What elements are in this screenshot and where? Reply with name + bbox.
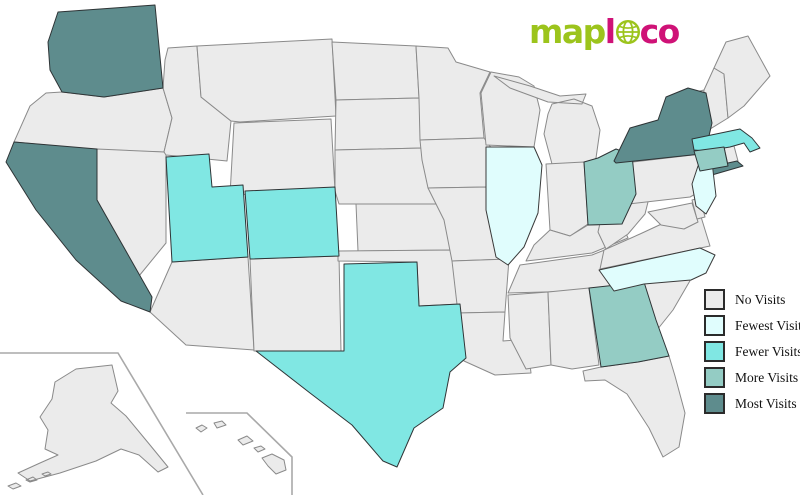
state-utah bbox=[165, 153, 249, 263]
legend-item-more-visits: More Visits bbox=[704, 367, 800, 388]
globe-icon bbox=[615, 19, 641, 45]
state-illinois bbox=[485, 146, 543, 266]
state-mississippi bbox=[507, 291, 552, 370]
state-connecticut bbox=[693, 146, 729, 172]
state-maryland bbox=[647, 202, 699, 230]
legend-label: Fewer Visits bbox=[735, 343, 800, 359]
logo-text-map: map bbox=[529, 11, 606, 51]
state-alabama bbox=[547, 287, 600, 370]
legend-item-no-visits: No Visits bbox=[704, 289, 800, 310]
maploco-logo[interactable]: map l co bbox=[529, 10, 681, 52]
state-iowa bbox=[419, 137, 496, 189]
state-texas bbox=[255, 261, 467, 468]
legend-item-fewest-visits: Fewest Visits bbox=[704, 315, 800, 336]
state-new-mexico bbox=[249, 255, 342, 352]
state-montana bbox=[196, 38, 337, 123]
state-north-dakota bbox=[331, 41, 420, 101]
state-washington bbox=[47, 4, 164, 98]
state-wyoming bbox=[229, 118, 336, 196]
legend-swatch-no-visits bbox=[704, 289, 725, 310]
legend-swatch-fewest-visits bbox=[704, 315, 725, 336]
state-oregon bbox=[13, 87, 173, 153]
legend-label: Fewest Visits bbox=[735, 317, 800, 333]
legend-item-fewer-visits: Fewer Visits bbox=[704, 341, 800, 362]
legend-label: More Visits bbox=[735, 369, 799, 385]
state-minnesota bbox=[415, 45, 491, 141]
state-south-dakota bbox=[334, 97, 424, 151]
state-florida bbox=[582, 355, 686, 458]
state-ohio bbox=[583, 148, 637, 226]
legend-label: Most Visits bbox=[735, 395, 797, 411]
state-new-york bbox=[613, 87, 714, 164]
state-alaska bbox=[7, 364, 169, 490]
legend-item-most-visits: Most Visits bbox=[704, 393, 800, 414]
hawaii-inset-border bbox=[186, 412, 293, 495]
state-arizona bbox=[149, 256, 255, 351]
state-hawaii bbox=[195, 420, 287, 475]
legend-swatch-more-visits bbox=[704, 367, 725, 388]
state-north-carolina bbox=[598, 247, 716, 292]
state-maine bbox=[713, 35, 771, 119]
logo-text-co: co bbox=[639, 11, 681, 51]
legend-swatch-fewer-visits bbox=[704, 341, 725, 362]
logo-text-l: l bbox=[604, 11, 616, 51]
state-california bbox=[5, 141, 153, 313]
legend-swatch-most-visits bbox=[704, 393, 725, 414]
state-colorado bbox=[244, 186, 340, 260]
legend: No Visits Fewest Visits Fewer Visits Mor… bbox=[704, 289, 800, 419]
legend-label: No Visits bbox=[735, 291, 786, 307]
alaska-inset-border bbox=[0, 352, 204, 495]
state-indiana bbox=[545, 161, 589, 237]
